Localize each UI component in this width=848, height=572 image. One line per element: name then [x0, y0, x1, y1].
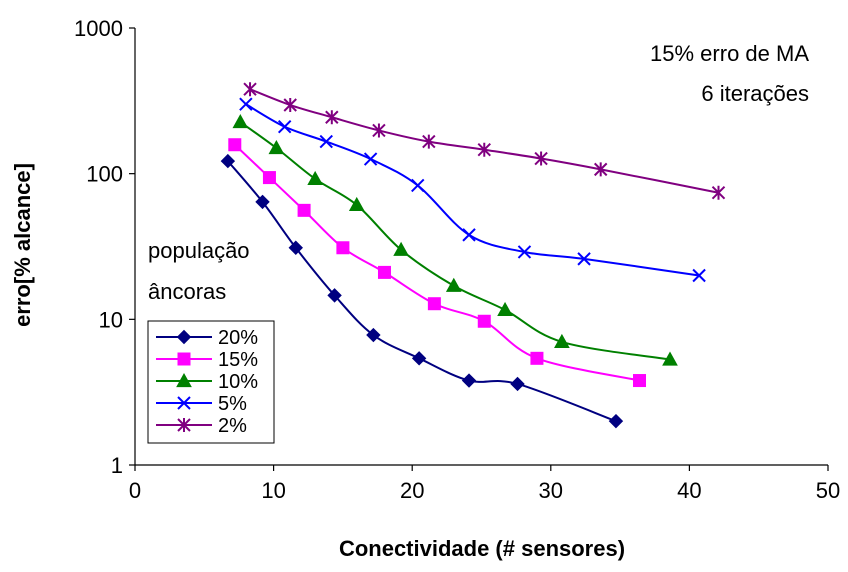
series-5pct	[239, 97, 706, 283]
y-axis-title: erro[% alcance]	[10, 163, 35, 327]
data-point	[497, 301, 513, 317]
x-tick-label: 10	[261, 478, 285, 503]
legend-item: 20%	[156, 327, 258, 349]
data-point	[319, 134, 333, 149]
data-point	[325, 110, 339, 125]
x-tick-label: 30	[539, 478, 563, 503]
data-point	[220, 153, 236, 169]
data-point	[477, 314, 491, 328]
data-point	[393, 241, 409, 256]
legend-label: 5%	[218, 393, 247, 415]
legend-label: 2%	[218, 415, 247, 437]
legend-item: 5%	[156, 393, 247, 415]
y-tick-labels: 1 10 100 1000	[74, 16, 123, 478]
series-2pct	[243, 82, 726, 200]
legend-swatch-marker	[177, 418, 191, 432]
series-15pct	[228, 138, 647, 388]
data-point	[411, 351, 427, 366]
data-point	[232, 114, 249, 129]
legend-swatch-marker	[177, 396, 191, 410]
legend-label: 10%	[218, 371, 258, 393]
data-point	[510, 376, 525, 392]
legend-item: 15%	[156, 349, 258, 371]
data-point	[411, 178, 425, 193]
data-point	[277, 120, 292, 134]
legend-swatch-marker	[176, 329, 192, 345]
data-point	[268, 139, 285, 155]
data-point	[363, 152, 378, 166]
legend-item: 10%	[156, 371, 258, 393]
x-axis-title: Conectividade (# sensores)	[339, 536, 625, 561]
legend-item: 2%	[156, 415, 247, 437]
x-tick-labels: 0 10 20 30 40 50	[129, 478, 840, 503]
data-point	[283, 98, 297, 113]
annotation-line-2: 6 iterações	[701, 81, 809, 106]
data-point	[462, 228, 476, 242]
data-point	[593, 162, 608, 177]
y-tick-label: 100	[86, 162, 123, 187]
y-tick-label: 1	[111, 453, 123, 478]
series-line	[245, 103, 700, 277]
data-point	[255, 194, 270, 210]
legend: 20%15%10%5%2%	[147, 320, 275, 444]
data-point	[534, 151, 548, 166]
data-point	[228, 138, 242, 152]
legend-label: 20%	[218, 327, 258, 349]
x-tick-label: 50	[816, 478, 840, 503]
data-point	[262, 171, 276, 185]
data-point	[633, 374, 647, 388]
data-point	[577, 252, 591, 266]
series-group	[220, 82, 726, 429]
axes	[129, 27, 829, 471]
legend-label: 15%	[218, 349, 258, 371]
data-point	[327, 288, 342, 303]
legend-title-line-2: âncoras	[148, 279, 226, 304]
annotation-line-1: 15% erro de MA	[650, 41, 809, 66]
legend-title-line-1: população	[148, 238, 250, 263]
data-point	[297, 203, 311, 217]
data-point	[427, 297, 441, 311]
y-tick-label: 1000	[74, 16, 123, 41]
data-point	[288, 240, 303, 255]
data-point	[348, 196, 365, 212]
data-point	[711, 185, 726, 200]
data-point	[307, 170, 324, 186]
data-point	[461, 373, 477, 388]
data-point	[608, 413, 624, 429]
x-tick-label: 40	[677, 478, 701, 503]
data-point	[372, 123, 386, 138]
data-point	[239, 97, 253, 111]
data-point	[377, 265, 391, 279]
legend-swatch-marker	[177, 352, 191, 366]
series-line	[227, 160, 617, 423]
data-point	[445, 277, 462, 292]
data-point	[243, 82, 257, 97]
data-point	[422, 134, 436, 149]
data-point	[366, 327, 381, 343]
series-line	[239, 121, 671, 361]
x-tick-label: 20	[400, 478, 424, 503]
y-tick-label: 10	[99, 307, 123, 332]
data-point	[530, 351, 544, 365]
series-10pct	[232, 114, 678, 366]
data-point	[554, 333, 570, 348]
data-point	[517, 245, 532, 259]
data-point	[662, 351, 678, 366]
series-line	[249, 88, 719, 194]
data-point	[692, 268, 706, 283]
data-point	[477, 142, 491, 157]
x-tick-label: 0	[129, 478, 141, 503]
series-20pct	[220, 153, 624, 429]
legend-swatch-marker	[176, 372, 192, 388]
data-point	[336, 241, 350, 255]
